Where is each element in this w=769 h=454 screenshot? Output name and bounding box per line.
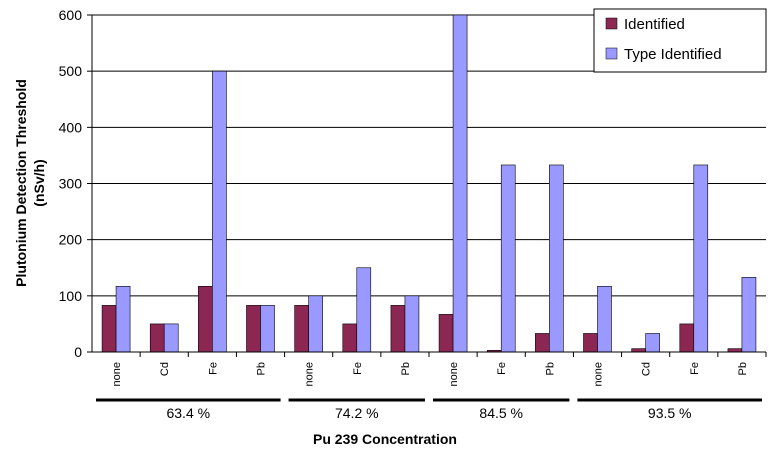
category-label: Fe [207,362,219,375]
bar-type-identified [597,285,612,353]
category-label: Pb [400,362,412,375]
bar-identified [294,305,309,353]
category-label: Fe [689,362,701,375]
bar-identified [631,348,646,353]
category-label: none [111,362,123,386]
bar-type-identified [163,323,179,353]
bar-identified [246,305,261,353]
category-label: Pb [737,362,749,375]
bar-type-identified [356,267,372,353]
legend: Identified Type Identified [593,8,767,73]
bar-type-identified [452,14,468,353]
category-labels: none Cd Fe Pb none Fe Pb none Fe Pb none Cd Fe Pb [111,352,767,386]
bar-identified [438,314,454,353]
x-axis-title: Pu 239 Concentration [313,431,457,447]
y-tick-label: 200 [59,232,83,248]
y-tick-label: 0 [74,344,82,360]
legend-swatch-identified [605,17,618,30]
bar-identified [342,323,358,353]
bar-type-identified [645,333,660,353]
bar-identified [679,323,695,353]
bar-type-identified [260,305,275,353]
bars [101,14,757,353]
y-tick-label: 400 [59,119,83,135]
bar-identified [149,323,165,353]
category-label: Cd [641,362,653,376]
bar-type-identified [404,295,420,353]
category-label: Fe [496,362,508,375]
legend-label-type-identified: Type Identified [624,46,722,63]
y-axis-title-line2: (nSv/h) [31,159,47,206]
group-labels: 63.4 % 74.2 % 84.5 % 93.5 % [96,398,762,421]
bar-type-identified [212,70,227,353]
bar-identified [101,305,117,353]
group-label: 84.5 % [479,405,523,421]
legend-box [593,8,767,73]
y-tick-label: 300 [59,176,83,192]
category-label: none [304,362,316,386]
legend-label-identified: Identified [624,16,685,33]
category-label: Fe [352,362,364,375]
y-tick-label: 500 [59,63,83,79]
group-label: 93.5 % [648,405,692,421]
legend-swatch-type-identified [605,47,618,60]
category-label: none [448,362,460,386]
category-label: Pb [256,362,268,375]
bar-type-identified [308,295,323,353]
category-label: Cd [159,362,171,376]
bar-identified [727,348,743,353]
bar-identified [198,285,213,353]
bar-type-identified [500,164,516,353]
bar-identified [535,333,550,353]
bar-identified [583,333,598,353]
y-tick-label: 100 [59,288,83,304]
group-label: 74.2 % [335,405,379,421]
group-label: 63.4 % [166,405,210,421]
category-label: Pb [544,362,556,375]
bar-type-identified [549,164,564,353]
y-tick-label: 600 [59,7,83,23]
bar-type-identified [693,164,709,353]
bar-type-identified [115,285,131,353]
y-axis-title-line1: Plutonium Detection Threshold [13,79,29,287]
bar-type-identified [741,276,757,353]
category-label: none [593,362,605,386]
y-axis-ticks: 0 100 200 300 400 500 600 [59,7,92,360]
bar-identified [390,305,406,353]
gridlines [92,14,766,297]
